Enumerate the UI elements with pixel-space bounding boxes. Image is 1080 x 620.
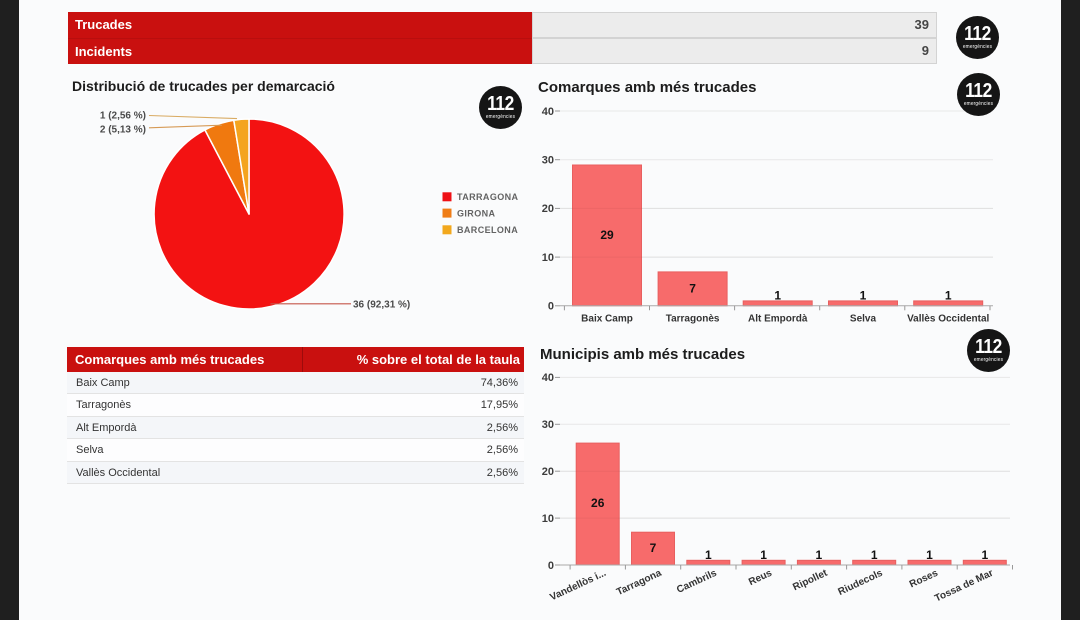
svg-text:1: 1 <box>926 548 933 562</box>
svg-text:Roses: Roses <box>908 568 940 591</box>
svg-text:Riudecols: Riudecols <box>837 568 885 598</box>
svg-text:10: 10 <box>542 513 554 525</box>
svg-text:Selva: Selva <box>850 314 877 325</box>
svg-text:BARCELONA: BARCELONA <box>457 225 518 235</box>
svg-text:40: 40 <box>542 106 554 118</box>
svg-text:20: 20 <box>542 203 554 215</box>
svg-text:7: 7 <box>689 282 696 296</box>
svg-text:Tarragonès: Tarragonès <box>666 314 720 325</box>
svg-text:30: 30 <box>542 155 554 167</box>
svg-text:Ripollet: Ripollet <box>791 567 829 593</box>
svg-text:TARRAGONA: TARRAGONA <box>457 192 519 202</box>
svg-text:Vandellòs i...: Vandellòs i... <box>548 568 608 604</box>
svg-text:36 (92,31 %): 36 (92,31 %) <box>353 299 410 310</box>
svg-text:29: 29 <box>600 228 614 242</box>
svg-text:Vallès Occidental: Vallès Occidental <box>907 314 989 325</box>
svg-text:Alt Empordà: Alt Empordà <box>748 314 808 325</box>
svg-text:0: 0 <box>548 301 554 313</box>
svg-text:30: 30 <box>542 419 554 431</box>
svg-text:40: 40 <box>542 372 554 384</box>
svg-text:1: 1 <box>871 548 878 562</box>
svg-text:1: 1 <box>760 548 767 562</box>
svg-text:1: 1 <box>981 548 988 562</box>
svg-text:0: 0 <box>548 560 554 572</box>
svg-text:26: 26 <box>591 496 605 510</box>
svg-text:1: 1 <box>705 548 712 562</box>
svg-text:20: 20 <box>542 466 554 478</box>
svg-text:1: 1 <box>816 548 823 562</box>
svg-text:1: 1 <box>945 289 952 303</box>
svg-text:Tossa de Mar: Tossa de Mar <box>933 568 995 605</box>
svg-text:10: 10 <box>542 252 554 264</box>
svg-text:Baix Camp: Baix Camp <box>581 314 633 325</box>
svg-text:Cambrils: Cambrils <box>675 568 719 596</box>
svg-text:1: 1 <box>860 289 867 303</box>
svg-text:2 (5,13 %): 2 (5,13 %) <box>100 125 146 136</box>
svg-text:1 (2,56 %): 1 (2,56 %) <box>100 111 146 122</box>
svg-text:Reus: Reus <box>747 568 774 588</box>
svg-text:GIRONA: GIRONA <box>457 208 496 218</box>
svg-text:7: 7 <box>650 541 657 555</box>
svg-text:Tarragona: Tarragona <box>615 568 664 599</box>
svg-text:1: 1 <box>774 289 781 303</box>
